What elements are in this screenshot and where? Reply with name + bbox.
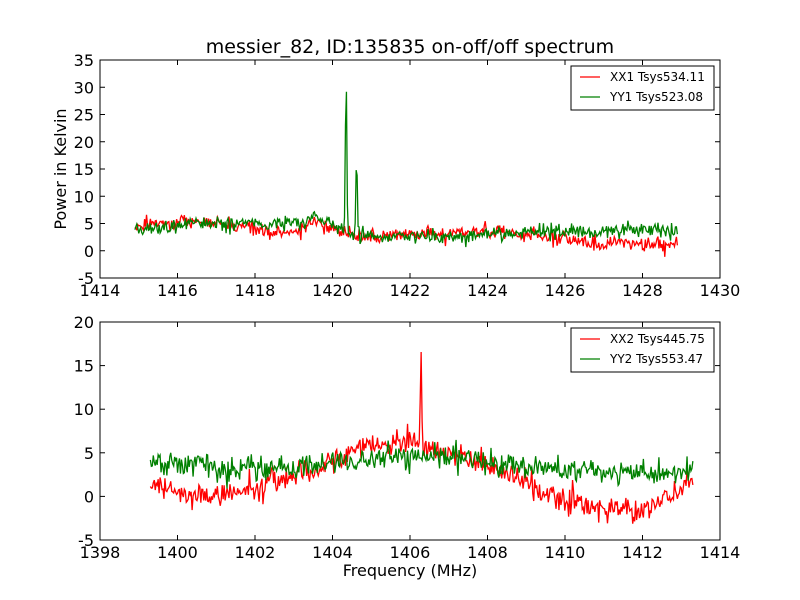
y-tick-label: 0: [84, 487, 94, 506]
x-axis-label: Frequency (MHz): [343, 561, 477, 580]
x-tick-label: 1408: [467, 543, 508, 562]
y-tick-label: 0: [84, 242, 94, 261]
y-tick-label: 15: [74, 357, 94, 376]
top-subplot: messier_82, ID:135835 on-off/off spectru…: [51, 36, 740, 300]
bottom-legend: XX2 Tsys445.75 YY2 Tsys553.47: [570, 327, 715, 373]
x-tick-label: 1410: [545, 543, 586, 562]
x-tick-label: 1404: [312, 543, 353, 562]
x-tick-label: 1422: [390, 281, 431, 300]
top-series-layer: [134, 91, 679, 257]
x-tick-label: 1398: [80, 543, 121, 562]
series-line-yy1: [134, 91, 679, 248]
x-tick-label: 1400: [157, 543, 198, 562]
legend-label-xx2: XX2 Tsys445.75: [610, 332, 705, 346]
bottom-series-layer: [149, 351, 694, 524]
y-tick-label: 5: [84, 215, 94, 234]
y-tick-label: -5: [78, 269, 94, 288]
bottom-subplot: 1398 1400 1402 1404 1406 1408 1410 1412 1414 -5 0 5…: [74, 313, 741, 580]
legend-label-xx1: XX1 Tsys534.11: [610, 70, 705, 84]
y-axis-label: Power in Kelvin: [51, 108, 70, 229]
y-tick-label: 25: [74, 106, 94, 125]
x-tick-label: 1414: [80, 281, 121, 300]
bottom-legend-box: [570, 327, 715, 373]
x-tick-label: 1406: [390, 543, 431, 562]
x-tick-label: 1426: [545, 281, 586, 300]
y-tick-label: 10: [74, 400, 94, 419]
x-tick-label: 1418: [235, 281, 276, 300]
y-tick-label: 30: [74, 78, 94, 97]
x-tick-label: 1402: [235, 543, 276, 562]
legend-label-yy1: YY1 Tsys523.08: [609, 90, 703, 104]
x-tick-label: 1428: [622, 281, 663, 300]
x-tick-label: 1424: [467, 281, 508, 300]
x-tick-label: 1420: [312, 281, 353, 300]
x-tick-label: 1416: [157, 281, 198, 300]
bottom-ticks: 1398 1400 1402 1404 1406 1408 1410 1412 1414 -5 0 5…: [74, 313, 741, 562]
chart-title: messier_82, ID:135835 on-off/off spectru…: [206, 36, 614, 58]
series-line-yy2: [149, 439, 694, 489]
y-tick-label: 20: [74, 313, 94, 332]
y-tick-label: 20: [74, 133, 94, 152]
x-tick-label: 1430: [700, 281, 741, 300]
y-tick-label: 5: [84, 444, 94, 463]
series-line-xx2: [149, 351, 694, 524]
y-tick-label: 10: [74, 187, 94, 206]
top-legend: XX1 Tsys534.11 YY1 Tsys523.08: [570, 65, 715, 111]
top-ticks: 1414 1416 1418 1420 1422 1424 1426 1428 1430 -5 0 5…: [74, 51, 741, 300]
legend-label-yy2: YY2 Tsys553.47: [609, 352, 703, 366]
top-legend-box: [570, 65, 715, 111]
x-tick-label: 1412: [622, 543, 663, 562]
y-tick-label: 15: [74, 160, 94, 179]
y-tick-label: -5: [78, 531, 94, 550]
x-tick-label: 1414: [700, 543, 741, 562]
y-tick-label: 35: [74, 51, 94, 70]
